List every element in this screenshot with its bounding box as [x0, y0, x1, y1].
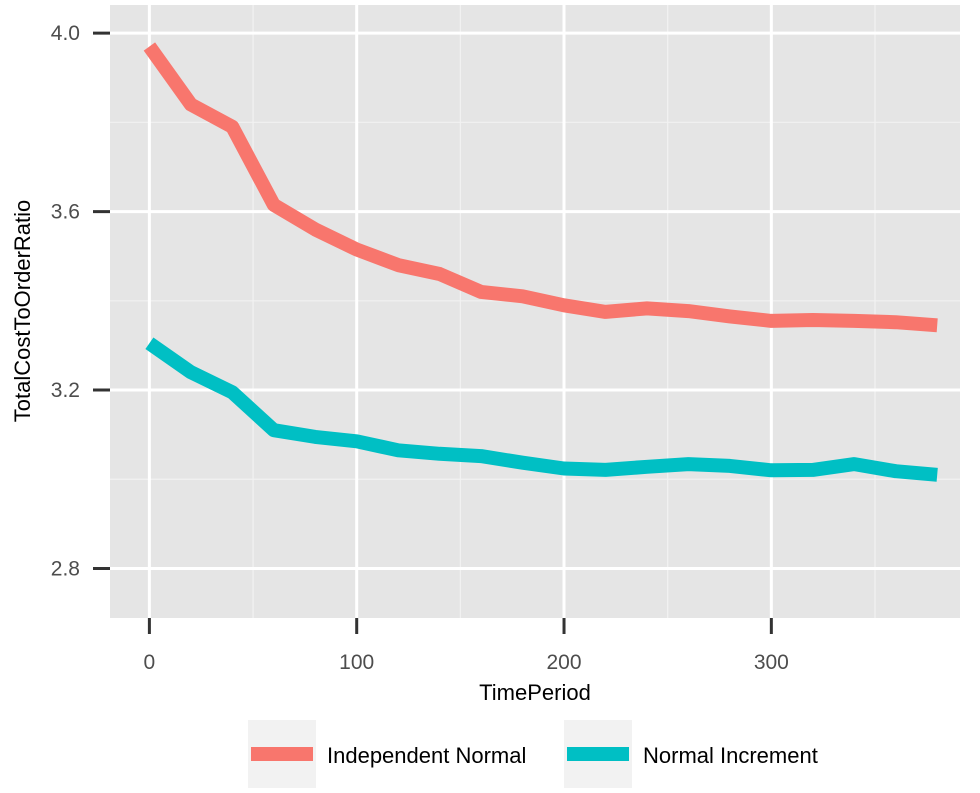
axis-ticks: [93, 31, 773, 634]
series-lines: [143, 42, 938, 482]
plot-panel: [110, 5, 960, 618]
x-tick-label: 200: [547, 651, 582, 674]
major-gridlines: [110, 5, 960, 618]
legend: Independent Normal Normal Increment: [248, 720, 818, 788]
x-tick-label: 300: [754, 651, 789, 674]
y-tick-label: 3.2: [51, 379, 80, 402]
series-line-independent-normal: [143, 42, 938, 333]
y-tick-label: 4.0: [51, 22, 80, 45]
legend-key-independent-normal: [251, 747, 313, 761]
x-tick-label: 0: [144, 651, 156, 674]
y-axis-tick-labels: 2.8 3.2 3.6 4.0: [51, 22, 80, 580]
y-tick-label: 3.6: [51, 201, 80, 224]
legend-key-normal-increment: [567, 747, 629, 761]
series-line-normal-increment: [145, 337, 938, 482]
x-axis-tick-labels: 0 100 200 300: [144, 651, 789, 674]
x-axis-title: TimePeriod: [479, 680, 591, 705]
legend-label-independent-normal: Independent Normal: [327, 743, 526, 768]
legend-label-normal-increment: Normal Increment: [643, 743, 818, 768]
y-axis-title: TotalCostToOrderRatio: [10, 200, 35, 423]
y-tick-label: 2.8: [51, 557, 80, 580]
x-tick-label: 100: [339, 651, 374, 674]
